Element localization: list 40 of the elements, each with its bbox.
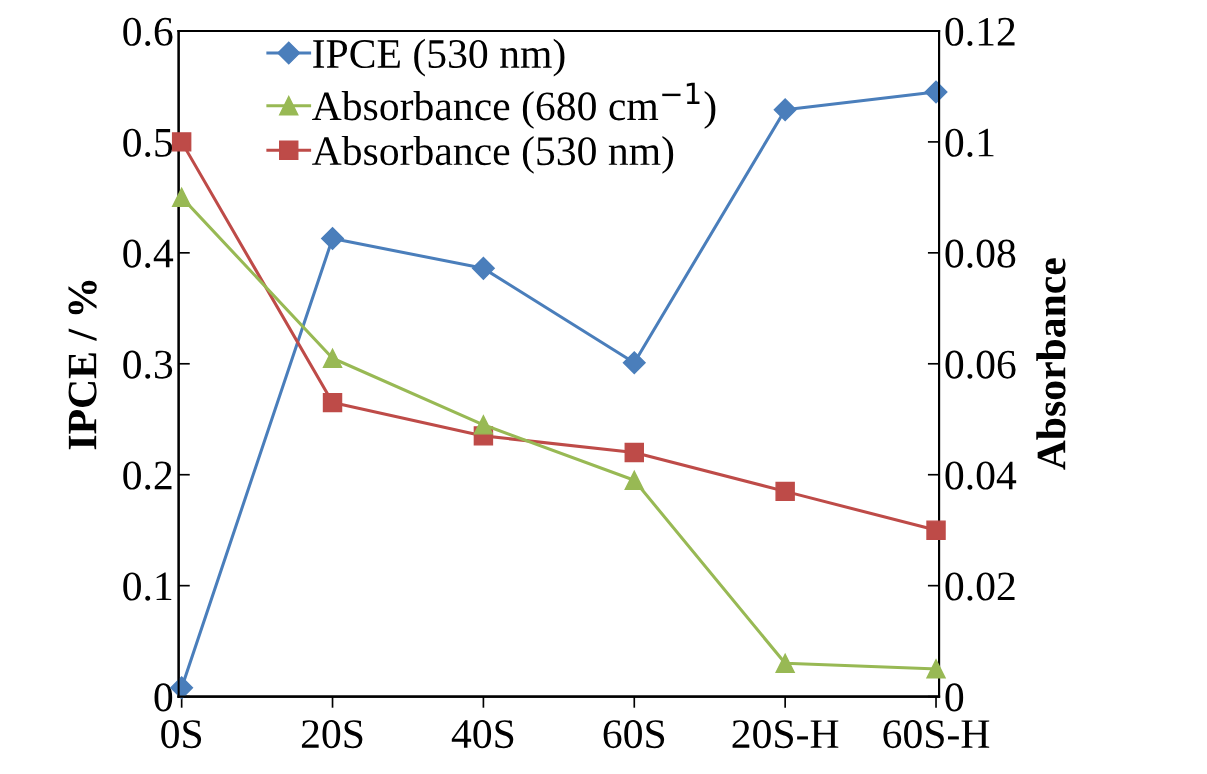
point xyxy=(321,226,345,250)
y2-tick-label: 0.08 xyxy=(945,239,1016,268)
point xyxy=(322,348,343,368)
y2-tick-label: 0 xyxy=(945,683,964,712)
y2-axis-title: Absorbance xyxy=(1036,258,1066,470)
point xyxy=(171,132,192,152)
point xyxy=(773,98,797,122)
x-tick-label: 60S xyxy=(603,720,665,749)
y2-tick-label: 0.04 xyxy=(945,461,1017,490)
x-tick-label: 20S xyxy=(301,720,363,749)
point xyxy=(926,520,946,540)
point xyxy=(622,351,646,375)
y2-tick-label: 0.06 xyxy=(945,350,1016,379)
y-tick-label: 0.4 xyxy=(123,239,174,268)
x-tick-label: 20S-H xyxy=(732,720,839,749)
x-tick-label: 40S xyxy=(451,720,514,749)
y2-tick-label: 0.02 xyxy=(945,572,1015,601)
point xyxy=(322,392,343,413)
y-tick-label: 0.6 xyxy=(123,17,173,47)
point xyxy=(775,481,795,502)
point xyxy=(624,442,645,463)
legend-label: IPCE (530 nm) xyxy=(313,38,565,77)
y-tick-label: 0.3 xyxy=(123,350,173,379)
point xyxy=(473,415,494,435)
y-tick-label: 0 xyxy=(154,683,173,712)
y-tick-label: 0.1 xyxy=(123,572,172,601)
point xyxy=(624,470,645,490)
x-tick-label: 60S-H xyxy=(883,720,990,749)
y-tick-label: 0.5 xyxy=(123,128,173,157)
point xyxy=(775,653,795,674)
point xyxy=(471,256,495,280)
y2-tick-label: 0.12 xyxy=(945,17,1015,47)
y-tick-label: 0.2 xyxy=(123,461,172,490)
y2-tick-label: 0.1 xyxy=(945,128,994,157)
point xyxy=(171,187,192,208)
x-tick-label: 0S xyxy=(161,720,202,749)
y-axis-title: IPCE / % xyxy=(68,280,97,450)
legend-label: Absorbance (680 cm$^{−1}$) xyxy=(312,82,716,129)
legend-label: Absorbance (530 nm) xyxy=(312,135,674,174)
point xyxy=(926,659,946,679)
